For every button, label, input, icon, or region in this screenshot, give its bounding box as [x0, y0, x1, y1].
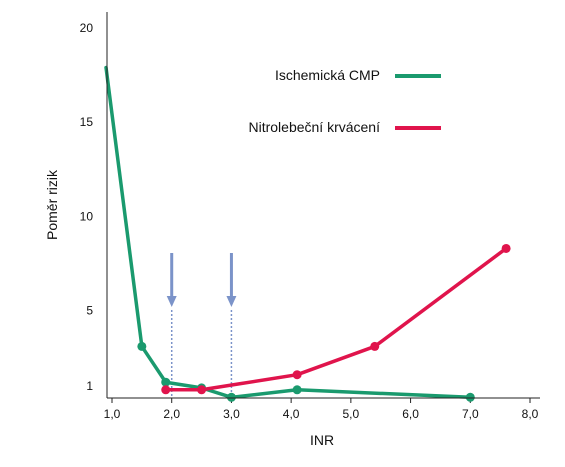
series-line-1: [104, 65, 473, 400]
y-tick-label: 10: [80, 209, 94, 223]
x-tick-label: 4,0: [283, 407, 300, 421]
inr-arrow-head: [166, 296, 177, 307]
y-tick-label: 20: [80, 21, 94, 35]
x-tick-label: 7,0: [462, 407, 479, 421]
x-tick-label: 3,0: [223, 407, 240, 421]
x-tick-label: 6,0: [402, 407, 419, 421]
x-tick-label: 5,0: [343, 407, 360, 421]
x-tick-label: 1,0: [104, 407, 121, 421]
series-2-point: [501, 243, 511, 253]
series-2-point: [292, 370, 302, 380]
y-axis-title: Poměr rizik: [44, 169, 60, 240]
series-2-point: [370, 341, 380, 351]
inr-arrow-head: [226, 296, 237, 307]
series-2-point: [197, 385, 207, 395]
series-1-point: [465, 392, 475, 402]
legend: Ischemická CMP Nitrolebeční krvácení: [248, 67, 441, 135]
y-tick-label: 15: [80, 115, 94, 129]
series-1-point: [292, 385, 302, 395]
series-1-point: [137, 341, 147, 351]
y-tick-label: 1: [86, 379, 93, 393]
legend-label: Nitrolebeční krvácení: [248, 119, 380, 135]
y-tick-label: 5: [86, 304, 93, 318]
inr-guides: [166, 253, 237, 398]
series-1-point: [226, 392, 236, 402]
series-layer: [104, 65, 511, 402]
series-line-2: [163, 246, 508, 392]
legend-label: Ischemická CMP: [275, 67, 380, 83]
x-tick-label: 8,0: [522, 407, 539, 421]
series-2-point: [161, 385, 171, 395]
x-tick-label: 2,0: [163, 407, 180, 421]
series-1-point: [161, 377, 171, 387]
x-axis-title: INR: [310, 432, 334, 448]
